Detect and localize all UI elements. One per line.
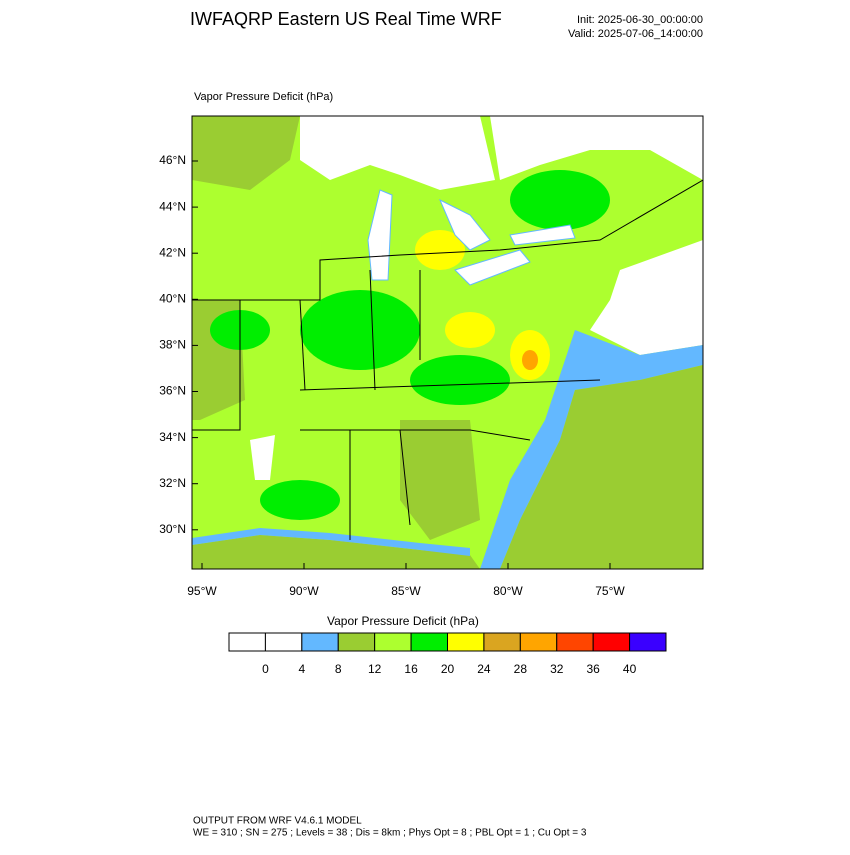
footer-line: WE = 310 ; SN = 275 ; Levels = 38 ; Dis … xyxy=(193,828,587,839)
title: IWFAQRP Eastern US Real Time WRF xyxy=(190,9,502,29)
lat-label: 40°N xyxy=(159,291,186,305)
lon-label: 85°W xyxy=(391,584,421,598)
colorbar-box xyxy=(483,632,521,652)
footer-line: OUTPUT FROM WRF V4.6.1 MODEL xyxy=(193,816,362,827)
map xyxy=(191,115,704,570)
colorbar-tick-label: 28 xyxy=(514,662,528,676)
colorbar-box xyxy=(556,632,594,652)
colorbar-box xyxy=(410,632,449,652)
valid-time: Valid: 2025-07-06_14:00:00 xyxy=(568,28,703,40)
colorbar-tick-label: 24 xyxy=(477,662,491,676)
lon-label: 90°W xyxy=(289,584,319,598)
lat-label: 34°N xyxy=(159,430,186,444)
colorbar-tick-label: 8 xyxy=(335,662,342,676)
lon-label: 95°W xyxy=(187,584,217,598)
colorbar-tick-label: 32 xyxy=(550,662,564,676)
colorbar-box xyxy=(264,632,303,652)
lat-label: 36°N xyxy=(159,384,186,398)
colorbar-box xyxy=(301,632,339,652)
colorbar-tick-label: 12 xyxy=(368,662,382,676)
lat-label: 32°N xyxy=(159,476,186,490)
lat-label: 46°N xyxy=(159,153,186,167)
colorbar-tick-label: 4 xyxy=(298,662,305,676)
lat-label: 42°N xyxy=(159,245,186,259)
init-time: Init: 2025-06-30_00:00:00 xyxy=(577,14,703,26)
colorbar-tick-label: 0 xyxy=(262,662,269,676)
colorbar-tick-label: 40 xyxy=(623,662,637,676)
lat-label: 30°N xyxy=(159,522,186,536)
colorbar-box xyxy=(629,632,667,652)
map-label: Vapor Pressure Deficit (hPa) xyxy=(194,91,333,103)
lat-label: 38°N xyxy=(159,338,186,352)
colorbar-tick-label: 16 xyxy=(404,662,418,676)
colorbar-box xyxy=(519,632,558,652)
lat-label: 44°N xyxy=(159,199,186,213)
colorbar-box xyxy=(337,632,376,652)
colorbar-box xyxy=(447,632,485,652)
colorbar-title: Vapor Pressure Deficit (hPa) xyxy=(327,614,479,628)
lon-label: 75°W xyxy=(595,584,625,598)
colorbar-tick-label: 20 xyxy=(441,662,455,676)
colorbar-box xyxy=(228,632,266,652)
colorbar-box xyxy=(374,632,412,652)
lon-label: 80°W xyxy=(493,584,523,598)
colorbar-tick-label: 36 xyxy=(586,662,600,676)
colorbar-box xyxy=(592,632,631,652)
